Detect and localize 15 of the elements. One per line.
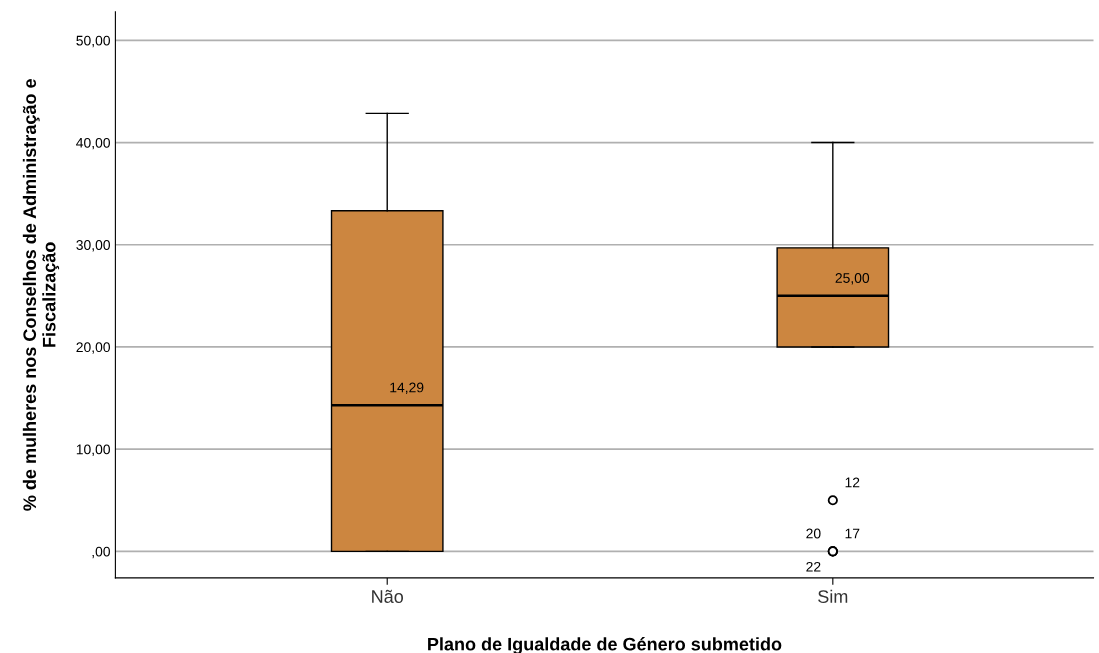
y-tick-label: 30,00 — [76, 240, 110, 252]
annotation: 17 — [845, 528, 860, 539]
annotation: 22 — [806, 561, 821, 572]
y-axis-title: % de mulheres nos Conselhos de Administração e Fiscalização — [22, 79, 60, 511]
annotation: 14,29 — [390, 382, 424, 394]
x-tick-label: Não — [372, 589, 404, 603]
y-tick-label: 10,00 — [76, 444, 110, 456]
annotation: 25,00 — [835, 273, 870, 285]
x-tick-label: Sim — [818, 589, 848, 603]
y-tick-label: 40,00 — [76, 137, 110, 150]
y-tick-label: 20,00 — [76, 342, 110, 354]
y-tick-label: 50,00 — [76, 35, 110, 48]
annotation: 20 — [806, 528, 821, 539]
y-tick-label: ,00 — [92, 546, 110, 559]
annotation: 12 — [845, 477, 860, 488]
